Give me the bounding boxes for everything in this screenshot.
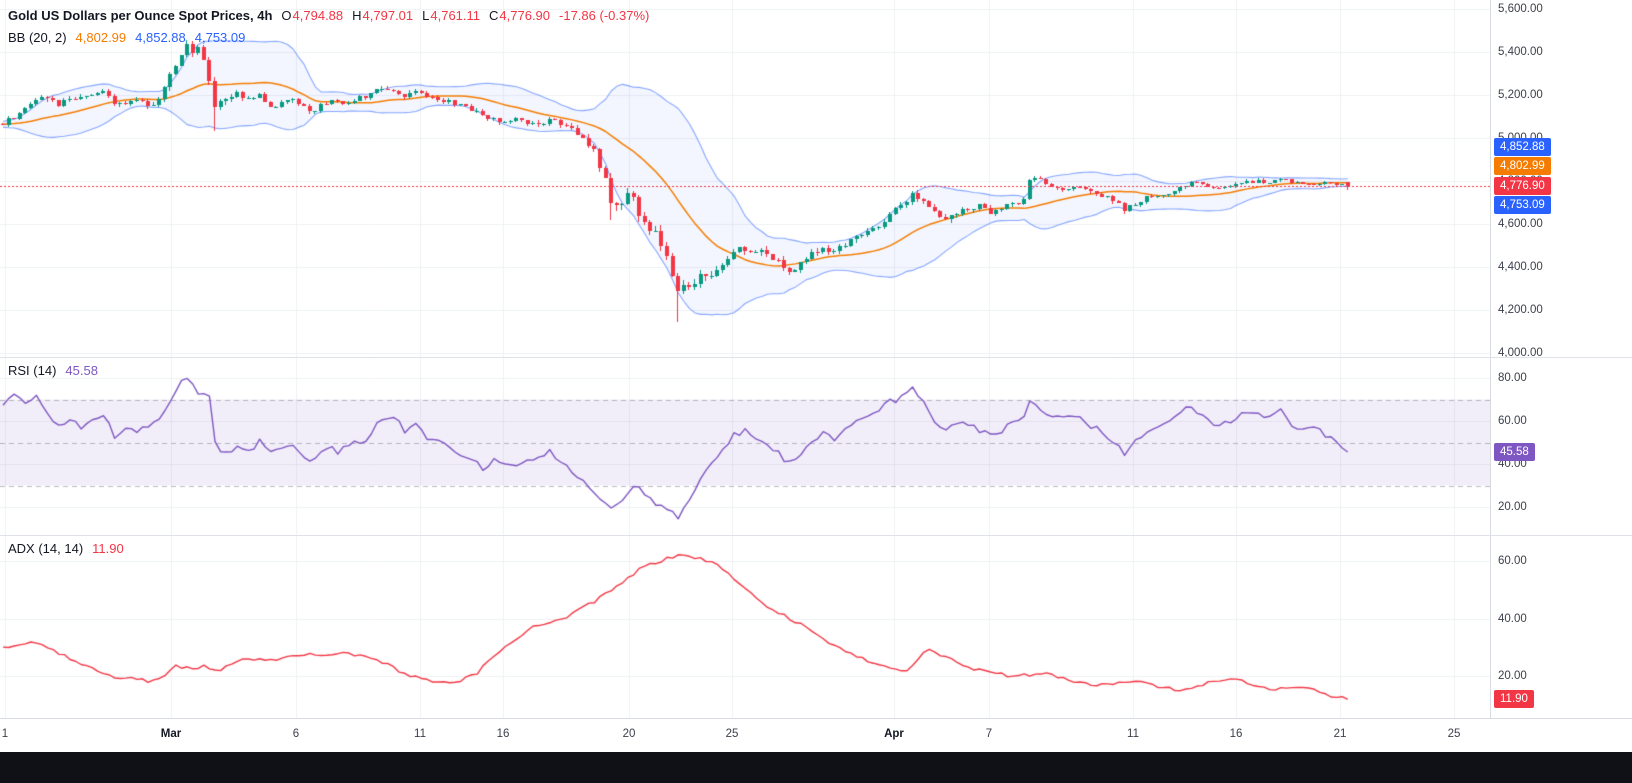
time-axis-label: 25 bbox=[725, 728, 739, 740]
close-value: 4,776.90 bbox=[499, 8, 551, 23]
open-label: O bbox=[281, 8, 292, 23]
high-value: 4,797.01 bbox=[362, 8, 414, 23]
time-axis-label: 21 bbox=[1333, 728, 1347, 740]
price-legend[interactable]: Gold US Dollars per Ounce Spot Prices, 4… bbox=[8, 7, 649, 24]
low-label: L bbox=[422, 8, 430, 23]
adx-value-badge: 11.90 bbox=[1494, 690, 1534, 709]
adx-value: 11.90 bbox=[92, 541, 124, 556]
symbol-title[interactable]: Gold US Dollars per Ounce Spot Prices, 4… bbox=[8, 8, 273, 23]
axis-label: 80.00 bbox=[1498, 372, 1527, 384]
bottom-bar bbox=[0, 752, 1632, 783]
time-axis-label: 20 bbox=[622, 728, 636, 740]
bb-upper-price-badge: 4,852.88 bbox=[1494, 137, 1551, 156]
close-label: C bbox=[489, 8, 499, 23]
ohlc-high: H 4,797.01 bbox=[352, 7, 413, 24]
high-label: H bbox=[352, 8, 362, 23]
axis-label: 60.00 bbox=[1498, 555, 1527, 567]
pane-divider-adx[interactable] bbox=[0, 535, 1632, 536]
axis-label: 5,400.00 bbox=[1498, 46, 1543, 58]
time-axis-label: Mar bbox=[160, 728, 182, 740]
adx-indicator-name[interactable]: ADX (14, 14) bbox=[8, 541, 84, 556]
bb-lower-value: 4,753.09 bbox=[194, 30, 246, 45]
ohlc-low: L 4,761.11 bbox=[422, 7, 480, 24]
price-scale[interactable]: 5,600.005,400.005,200.005,000.004,800.00… bbox=[1490, 0, 1632, 718]
time-axis-label: 16 bbox=[496, 728, 510, 740]
time-axis-label: 25 bbox=[1447, 728, 1461, 740]
time-scale[interactable]: 1 Mar 6 11 16 20 25 Apr 7 11 16 21 25 bbox=[0, 718, 1632, 752]
axis-label: 40.00 bbox=[1498, 612, 1527, 625]
axis-label: 40.00 bbox=[1498, 458, 1527, 470]
axis-label: 5,600.00 bbox=[1498, 3, 1543, 15]
adx-legend[interactable]: ADX (14, 14) 11.90 bbox=[8, 540, 124, 557]
axis-label: 4,000.00 bbox=[1498, 347, 1543, 359]
ohlc-open: O 4,794.88 bbox=[281, 7, 343, 24]
change-value: -17.86 (-0.37%) bbox=[559, 8, 650, 23]
low-value: 4,761.11 bbox=[430, 8, 481, 23]
time-axis-label: 11 bbox=[1127, 728, 1139, 740]
rsi-value: 45.58 bbox=[65, 363, 98, 378]
rsi-value-badge: 45.58 bbox=[1494, 443, 1535, 461]
axis-label: 4,400.00 bbox=[1498, 261, 1543, 273]
axis-label: 60.00 bbox=[1498, 415, 1527, 427]
bb-basis-value: 4,802.99 bbox=[75, 30, 127, 45]
time-axis-label: 1 bbox=[1, 728, 9, 740]
axis-label: 20.00 bbox=[1498, 670, 1527, 682]
axis-label: 4,600.00 bbox=[1498, 218, 1543, 230]
pane-divider-rsi[interactable] bbox=[0, 357, 1632, 358]
bb-basis-price-badge: 4,802.99 bbox=[1494, 157, 1551, 176]
time-axis-label: 7 bbox=[985, 728, 993, 740]
time-axis-label: Apr bbox=[884, 728, 904, 740]
bb-indicator-name[interactable]: BB (20, 2) bbox=[8, 30, 67, 45]
open-value: 4,794.88 bbox=[292, 8, 344, 23]
bb-lower-price-badge: 4,753.09 bbox=[1494, 196, 1551, 215]
rsi-legend[interactable]: RSI (14) 45.58 bbox=[8, 362, 98, 379]
time-axis-label: 11 bbox=[414, 728, 426, 740]
last-price-badge: 4,776.90 bbox=[1494, 176, 1551, 195]
chart-plot-canvas[interactable] bbox=[0, 0, 1490, 718]
ohlc-close: C 4,776.90 bbox=[489, 7, 550, 24]
axis-label: 5,200.00 bbox=[1498, 89, 1543, 101]
axis-label: 4,200.00 bbox=[1498, 304, 1543, 316]
rsi-indicator-name[interactable]: RSI (14) bbox=[8, 363, 57, 378]
axis-label: 20.00 bbox=[1498, 501, 1527, 513]
time-axis-label: 16 bbox=[1229, 728, 1243, 740]
time-axis-label: 6 bbox=[292, 728, 300, 740]
bollinger-legend[interactable]: BB (20, 2) 4,802.99 4,852.88 4,753.09 bbox=[8, 29, 245, 46]
bb-upper-value: 4,852.88 bbox=[135, 30, 186, 45]
